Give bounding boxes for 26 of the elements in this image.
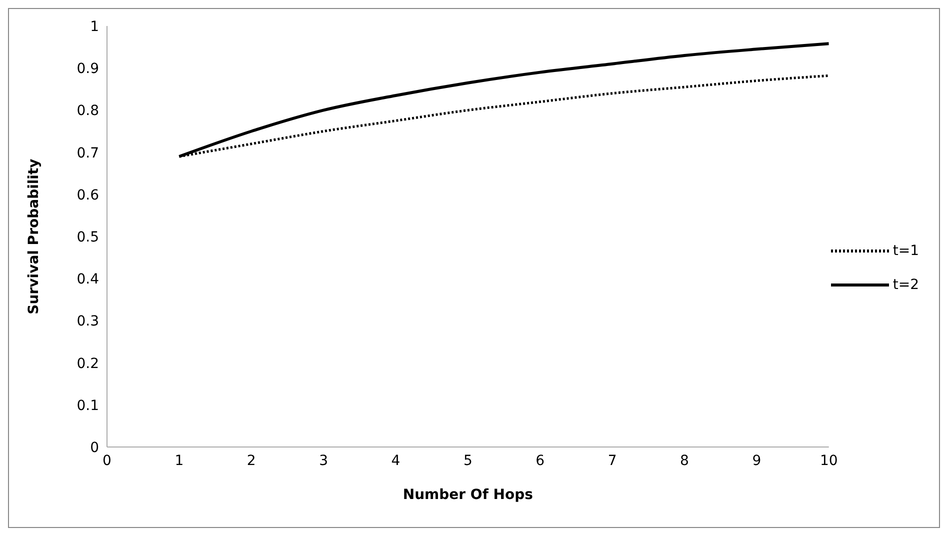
x-tick-label: 3 — [319, 452, 328, 469]
legend-label: t=1 — [892, 243, 919, 259]
x-tick-label: 8 — [680, 452, 689, 469]
y-tick-label: 1 — [90, 18, 99, 35]
y-axis-title: Survival Probability — [26, 158, 42, 314]
x-tick-label: 1 — [174, 452, 184, 469]
x-tick-label: 2 — [246, 452, 256, 469]
y-tick-label: 0.8 — [76, 103, 99, 120]
x-tick-label: 4 — [391, 452, 400, 469]
y-tick-label: 0.5 — [76, 229, 99, 246]
x-tick-label: 9 — [752, 452, 762, 469]
x-tick-label: 5 — [463, 452, 472, 469]
legend-label: t=2 — [892, 277, 919, 293]
y-tick-label: 0.2 — [76, 356, 99, 372]
y-tick-label: 0.6 — [76, 187, 100, 204]
y-tick-label: 0 — [90, 440, 99, 456]
x-tick-label: 0 — [102, 452, 112, 469]
x-axis-title: Number Of Hops — [402, 487, 533, 503]
x-tick-label: 6 — [536, 452, 545, 469]
x-tick-label: 7 — [608, 452, 617, 469]
y-tick-label: 0.9 — [76, 61, 99, 78]
y-tick-label: 0.7 — [76, 145, 99, 162]
x-tick-label: 10 — [820, 452, 838, 469]
y-tick-label: 0.4 — [76, 272, 100, 288]
y-tick-label: 0.3 — [76, 314, 99, 330]
y-tick-label: 0.1 — [76, 398, 99, 414]
